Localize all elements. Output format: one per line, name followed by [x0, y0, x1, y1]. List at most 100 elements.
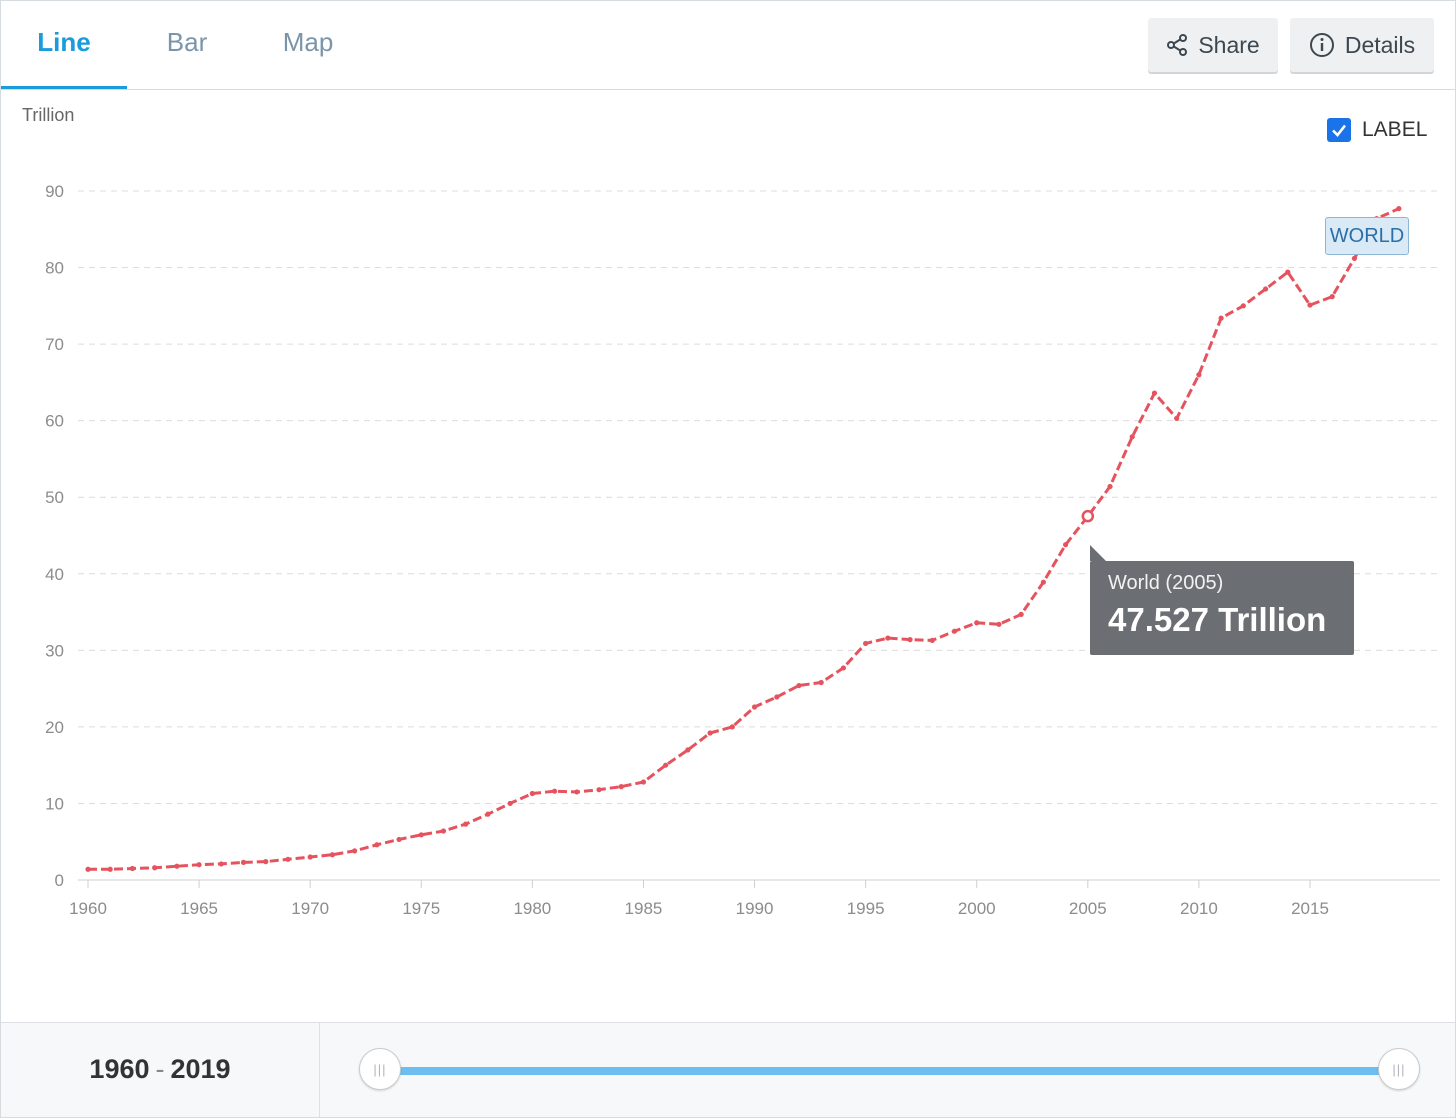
- data-point: [1174, 415, 1180, 421]
- details-label: Details: [1344, 31, 1416, 58]
- data-point: [152, 865, 158, 871]
- range-end: 2019: [170, 1054, 231, 1084]
- range-handle-start[interactable]: |||: [359, 1048, 401, 1090]
- data-point: [240, 859, 247, 865]
- range-track[interactable]: [379, 1067, 1399, 1075]
- data-point: [796, 682, 802, 689]
- range-handle-end[interactable]: |||: [1378, 1048, 1420, 1090]
- details-button[interactable]: Details: [1290, 18, 1434, 72]
- share-icon: [1167, 34, 1188, 56]
- data-point: [574, 789, 580, 795]
- range-separator: -: [155, 1054, 165, 1084]
- tab-bar[interactable]: Bar: [166, 27, 208, 57]
- x-tick-label: 2010: [1180, 899, 1218, 918]
- data-point: [1396, 206, 1402, 212]
- data-point: [551, 788, 558, 794]
- data-point: [529, 790, 535, 797]
- x-tick-label: 1960: [69, 899, 107, 918]
- data-point: [329, 852, 335, 858]
- data-point: [707, 730, 713, 736]
- tab-line[interactable]: Line: [1, 1, 127, 89]
- y-tick-label: 20: [45, 718, 64, 737]
- data-point: [1063, 542, 1069, 548]
- data-point: [1329, 294, 1335, 300]
- x-tick-label: 1995: [847, 899, 885, 918]
- x-tick-label: 1990: [736, 899, 774, 918]
- data-point: [1129, 434, 1135, 440]
- y-tick-label: 50: [45, 488, 64, 507]
- checkmark-icon: [1332, 124, 1347, 137]
- y-tick-label: 10: [45, 794, 64, 813]
- year-range-bar: 1960-2019 ||| |||: [1, 1022, 1455, 1117]
- share-label: Share: [1198, 31, 1260, 58]
- data-point: [485, 811, 491, 817]
- data-point: [1262, 286, 1269, 292]
- data-point: [974, 620, 980, 626]
- data-point: [863, 640, 869, 647]
- data-point: [196, 862, 202, 868]
- year-range-text: 1960-2019: [1, 1023, 320, 1117]
- y-tick-label: 40: [45, 565, 64, 584]
- y-tick-label: 60: [45, 412, 64, 431]
- data-point: [840, 665, 847, 671]
- data-point: [751, 704, 758, 710]
- data-point: [129, 865, 136, 872]
- tooltip-value: 47.527 Trillion: [1108, 601, 1327, 638]
- data-point: [352, 848, 358, 854]
- data-point: [174, 863, 180, 869]
- share-button[interactable]: Share: [1148, 18, 1278, 72]
- x-tick-label: 1980: [513, 899, 551, 918]
- x-tick-label: 2000: [958, 899, 996, 918]
- data-point: [618, 784, 624, 790]
- x-tick-label: 2015: [1291, 899, 1329, 918]
- data-point: [885, 635, 891, 641]
- data-point: [640, 779, 647, 785]
- data-point: [1040, 579, 1046, 585]
- data-point: [1285, 269, 1291, 275]
- data-point: [1018, 611, 1024, 617]
- data-point: [1196, 372, 1202, 378]
- label-checkbox[interactable]: [1327, 118, 1351, 142]
- tab-map[interactable]: Map: [282, 27, 334, 57]
- data-point: [951, 628, 958, 634]
- data-point: [774, 694, 780, 700]
- data-point: [929, 637, 935, 643]
- x-tick-label: 1985: [625, 899, 663, 918]
- y-tick-label: 90: [45, 182, 64, 201]
- data-point: [729, 724, 735, 730]
- data-point: [818, 679, 824, 686]
- data-point: [996, 621, 1002, 627]
- data-point: [285, 856, 291, 862]
- data-point: [418, 832, 424, 838]
- data-point: [1240, 303, 1246, 309]
- data-point: [663, 762, 669, 768]
- tooltip-title: World (2005): [1108, 572, 1224, 594]
- y-tick-label: 80: [45, 259, 64, 278]
- y-unit-label: Trillion: [22, 105, 75, 125]
- x-tick-label: 1975: [402, 899, 440, 918]
- data-point: [463, 821, 469, 827]
- data-point: [1218, 315, 1224, 321]
- label-toggle[interactable]: LABEL: [1327, 116, 1427, 144]
- data-point: [440, 828, 447, 834]
- highlight-point: [1081, 509, 1095, 523]
- series-line-world: [88, 207, 1400, 871]
- series-label-world: WORLD: [1325, 217, 1409, 255]
- data-point: [1351, 255, 1358, 261]
- info-icon: [1309, 33, 1334, 57]
- data-point: [1107, 483, 1113, 490]
- data-point: [374, 842, 380, 848]
- data-point: [907, 637, 913, 643]
- data-point: [1151, 390, 1158, 396]
- data-point: [263, 859, 269, 865]
- data-point: [685, 747, 691, 753]
- data-point: [596, 787, 602, 793]
- label-toggle-text: LABEL: [1362, 118, 1428, 141]
- range-start: 1960: [89, 1054, 150, 1084]
- x-tick-label: 1965: [180, 899, 218, 918]
- data-point: [396, 836, 402, 843]
- data-point: [507, 800, 513, 807]
- y-tick-label: 70: [45, 335, 64, 354]
- data-point: [307, 854, 313, 860]
